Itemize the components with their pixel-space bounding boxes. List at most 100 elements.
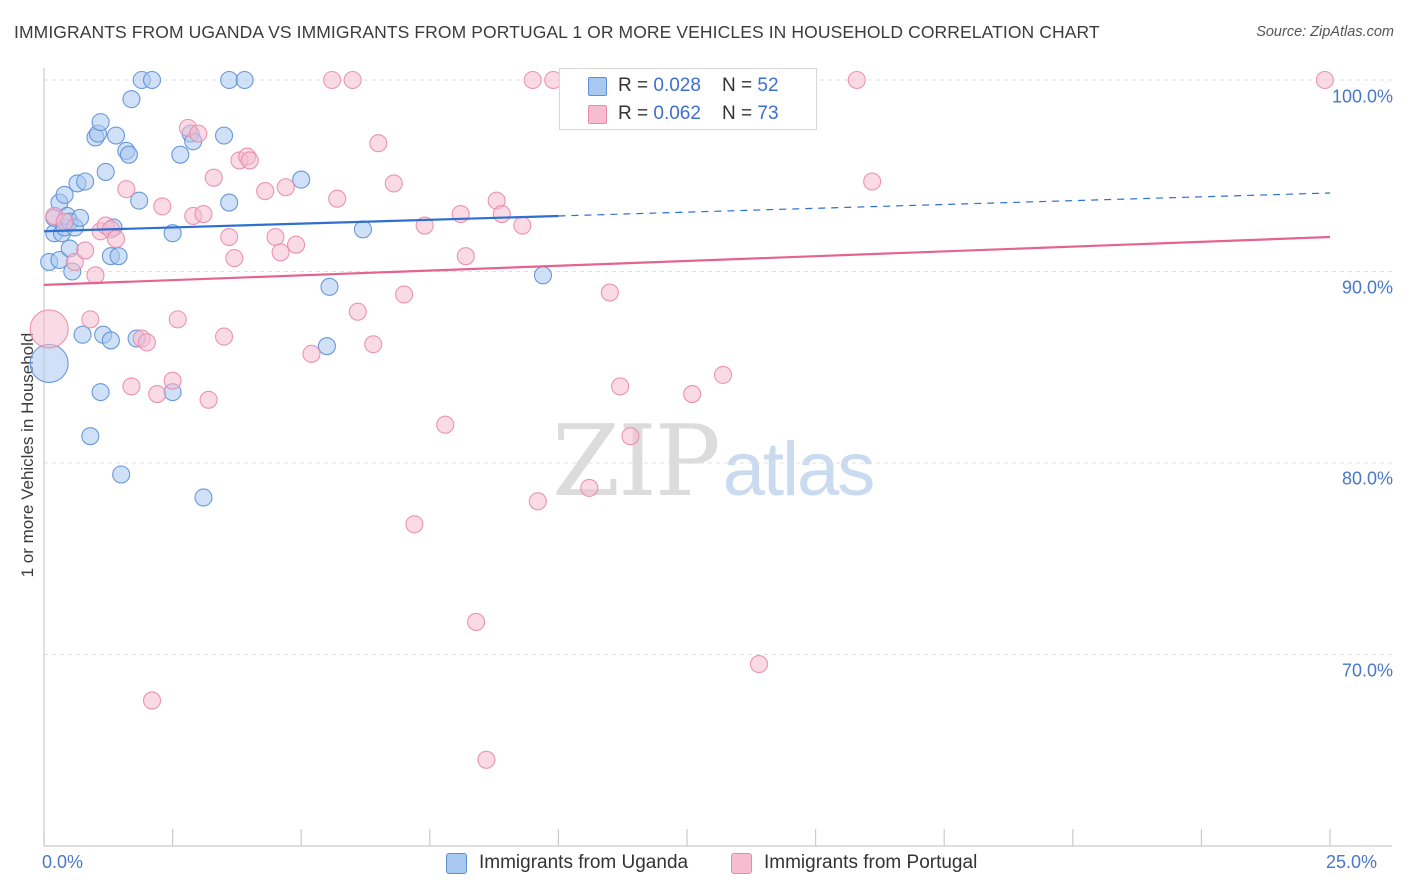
- legend-r-value-uganda: 0.028: [653, 75, 701, 96]
- trendline-uganda-extension: [558, 192, 1331, 217]
- x-tick-label-min: 0.0%: [42, 852, 84, 872]
- series-legend-uganda[interactable]: Immigrants from Uganda: [446, 852, 688, 874]
- point-portugal-46: [405, 515, 424, 534]
- point-portugal-47: [415, 216, 434, 235]
- series-legend: Immigrants from Uganda Immigrants from P…: [0, 852, 1406, 878]
- point-uganda-18: [81, 427, 100, 446]
- legend-n-value-portugal: 73: [757, 103, 779, 124]
- point-portugal-31: [240, 151, 259, 170]
- watermark-atlas: atlas: [722, 427, 876, 512]
- point-portugal-16: [148, 385, 167, 404]
- point-portugal-22: [189, 124, 208, 143]
- point-portugal-52: [477, 750, 496, 769]
- point-uganda-25: [101, 331, 120, 350]
- point-portugal-61: [600, 283, 619, 302]
- point-uganda-45: [220, 193, 239, 212]
- point-portugal-14: [137, 333, 156, 352]
- point-uganda-46: [220, 70, 239, 90]
- y-tick-label-70: 70.0%: [1341, 660, 1393, 681]
- data-points: [29, 70, 1334, 769]
- point-portugal-12: [122, 377, 141, 396]
- point-uganda-35: [130, 191, 149, 210]
- point-portugal-17: [153, 197, 172, 216]
- series-label-uganda: Immigrants from Uganda: [479, 852, 689, 873]
- point-portugal-62: [611, 377, 630, 396]
- trendline-portugal: [43, 235, 1331, 287]
- point-portugal-63: [621, 427, 640, 446]
- point-portugal-38: [323, 70, 342, 90]
- point-portugal-0: [29, 309, 69, 349]
- point-portugal-36: [287, 235, 306, 254]
- point-portugal-45: [395, 285, 414, 304]
- point-portugal-24: [199, 390, 218, 409]
- point-portugal-51: [467, 612, 486, 631]
- x-tick-label-max: 25.0%: [1326, 852, 1378, 872]
- point-portugal-69: [749, 655, 769, 674]
- point-uganda-38: [163, 224, 182, 243]
- watermark: ZIPatlas: [552, 405, 876, 519]
- point-uganda-16: [73, 325, 92, 344]
- point-portugal-4: [76, 241, 95, 260]
- legend-swatch-uganda: [588, 76, 607, 96]
- series-legend-portugal[interactable]: Immigrants from Portugal: [731, 852, 977, 874]
- chart-title: IMMIGRANTS FROM UGANDA VS IMMIGRANTS FRO…: [14, 22, 1100, 42]
- point-uganda-8: [55, 185, 74, 204]
- y-tick-label-80: 80.0%: [1341, 468, 1393, 489]
- point-portugal-48: [436, 415, 455, 434]
- point-uganda-30: [112, 465, 131, 484]
- legend-n-value-uganda: 52: [757, 75, 779, 96]
- point-portugal-71: [863, 172, 882, 191]
- point-portugal-60: [580, 478, 599, 497]
- point-uganda-0: [29, 343, 69, 383]
- point-uganda-24: [96, 162, 115, 181]
- point-uganda-52: [533, 266, 553, 285]
- legend-r-label: R =: [618, 103, 654, 124]
- point-uganda-49: [317, 337, 336, 356]
- point-portugal-57: [528, 492, 547, 511]
- point-uganda-15: [70, 208, 90, 227]
- point-uganda-33: [122, 90, 141, 109]
- point-portugal-25: [204, 168, 223, 187]
- point-uganda-51: [353, 220, 372, 239]
- point-uganda-47: [235, 70, 254, 90]
- point-portugal-28: [225, 249, 244, 268]
- point-uganda-22: [91, 383, 110, 402]
- point-portugal-27: [220, 227, 239, 247]
- point-portugal-35: [276, 178, 295, 197]
- point-portugal-55: [513, 216, 532, 235]
- series-label-portugal: Immigrants from Portugal: [764, 852, 978, 873]
- legend-row-portugal: R = 0.062 N = 73: [588, 102, 779, 126]
- point-uganda-48: [292, 170, 311, 189]
- point-portugal-37: [302, 344, 321, 363]
- point-portugal-39: [328, 189, 347, 208]
- watermark-zip: ZIP: [552, 405, 721, 519]
- axes: [43, 68, 1392, 847]
- point-portugal-41: [348, 302, 367, 321]
- point-portugal-15: [142, 691, 162, 710]
- point-portugal-6: [86, 266, 105, 285]
- source-credit: Source: ZipAtlas.com: [1256, 24, 1394, 40]
- point-uganda-44: [214, 126, 234, 145]
- point-portugal-40: [343, 70, 362, 90]
- legend-n-label: N =: [722, 103, 758, 124]
- point-uganda-29: [109, 247, 128, 266]
- legend-row-uganda: R = 0.028 N = 52: [588, 74, 779, 98]
- point-portugal-18: [163, 371, 182, 390]
- point-portugal-54: [492, 205, 511, 224]
- point-portugal-66: [683, 385, 702, 404]
- point-portugal-43: [369, 134, 388, 153]
- point-portugal-32: [256, 182, 275, 201]
- point-portugal-11: [117, 180, 136, 199]
- stats-legend: R = 0.028 N = 52 R = 0.062 N = 73: [559, 68, 817, 130]
- point-portugal-23: [194, 205, 213, 224]
- y-tick-label-90: 90.0%: [1341, 277, 1393, 298]
- point-portugal-56: [523, 70, 542, 90]
- legend-n-label: N =: [722, 75, 758, 96]
- series-swatch-uganda: [446, 852, 467, 874]
- point-portugal-10: [106, 229, 126, 248]
- point-uganda-17: [76, 172, 95, 191]
- point-uganda-43: [194, 488, 213, 507]
- point-portugal-50: [456, 247, 475, 266]
- point-portugal-5: [81, 310, 100, 329]
